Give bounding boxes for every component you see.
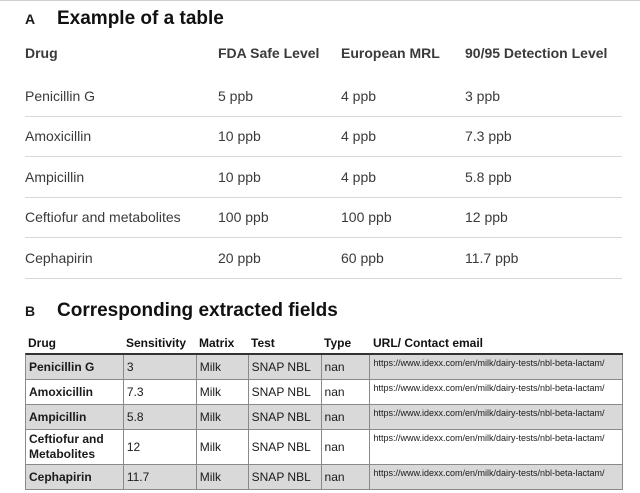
table-cell: 3 xyxy=(124,355,197,379)
url-cell: https://www.idexx.com/en/milk/dairy-test… xyxy=(370,380,623,404)
column-header: Test xyxy=(251,336,275,350)
table-cell: nan xyxy=(322,465,371,489)
extracted-fields-header: Drug Sensitivity Matrix Test Type URL/ C… xyxy=(25,333,623,353)
table-cell: 4 ppb xyxy=(341,128,377,145)
table-row: Penicillin G 3 Milk SNAP NBL nan https:/… xyxy=(25,353,623,380)
table-cell: nan xyxy=(322,380,371,404)
table-cell: SNAP NBL xyxy=(249,430,322,464)
row-divider xyxy=(25,156,622,157)
table-cell: 60 ppb xyxy=(341,249,384,266)
table-cell: Milk xyxy=(197,465,249,489)
row-divider xyxy=(25,196,622,198)
table-cell: 5 ppb xyxy=(218,87,254,104)
table-cell: nan xyxy=(322,405,371,429)
table-cell: 5.8 ppb xyxy=(465,168,512,185)
table-cell: Ampicillin xyxy=(25,168,85,185)
example-table: Drug FDA Safe Level European MRL 90/95 D… xyxy=(25,40,635,279)
url-cell: https://www.idexx.com/en/milk/dairy-test… xyxy=(370,405,623,429)
table-cell: 20 ppb xyxy=(218,249,261,266)
table-cell: 10 ppb xyxy=(218,128,261,145)
table-cell: SNAP NBL xyxy=(249,380,322,404)
section-a-title: Example of a table xyxy=(57,8,224,29)
section-b-letter: B xyxy=(25,303,36,319)
row-divider xyxy=(25,115,622,117)
section-b-title: Corresponding extracted fields xyxy=(57,300,338,321)
example-table-header: Drug FDA Safe Level European MRL 90/95 D… xyxy=(25,40,635,66)
table-cell: 11.7 ppb xyxy=(465,249,519,266)
url-cell: https://www.idexx.com/en/milk/dairy-test… xyxy=(370,355,623,379)
table-cell: Ceftiofur and metabolites xyxy=(25,209,181,226)
table-cell: Amoxicillin xyxy=(26,380,124,404)
table-cell: SNAP NBL xyxy=(249,355,322,379)
column-header: Type xyxy=(324,336,352,350)
top-rule xyxy=(0,0,640,1)
table-cell: nan xyxy=(322,430,371,464)
table-cell: 4 ppb xyxy=(341,168,377,185)
section-a-heading: A Example of a table xyxy=(25,8,224,30)
table-cell: 11.7 xyxy=(124,465,197,489)
url-cell: https://www.idexx.com/en/milk/dairy-test… xyxy=(370,465,623,489)
table-row: Amoxicillin 7.3 Milk SNAP NBL nan https:… xyxy=(25,380,623,405)
extracted-fields-table: Drug Sensitivity Matrix Test Type URL/ C… xyxy=(25,333,623,490)
table-cell: 10 ppb xyxy=(218,168,261,185)
table-row: Ceftiofur and Metabolites 12 Milk SNAP N… xyxy=(25,430,623,465)
column-header: Sensitivity xyxy=(126,336,187,350)
table-cell: 7.3 ppb xyxy=(465,128,512,145)
url-cell: https://www.idexx.com/en/milk/dairy-test… xyxy=(370,430,623,464)
table-row: Ampicillin 5.8 Milk SNAP NBL nan https:/… xyxy=(25,405,623,430)
section-a-letter: A xyxy=(25,11,36,27)
table-cell: 12 xyxy=(124,430,197,464)
table-cell: 100 ppb xyxy=(218,209,269,226)
table-cell: Penicillin G xyxy=(25,87,96,104)
table-cell: SNAP NBL xyxy=(249,465,322,489)
column-header: FDA Safe Level xyxy=(218,45,320,61)
table-cell: SNAP NBL xyxy=(249,405,322,429)
table-cell: Ceftiofur and Metabolites xyxy=(26,430,124,464)
table-cell: 100 ppb xyxy=(341,209,392,226)
table-cell: nan xyxy=(322,355,371,379)
table-row: Cephapirin 11.7 Milk SNAP NBL nan https:… xyxy=(25,465,623,490)
table-row: Amoxicillin 10 ppb 4 ppb 7.3 ppb xyxy=(25,117,635,157)
table-cell: Milk xyxy=(197,405,249,429)
table-cell: Ampicillin xyxy=(26,405,124,429)
table-cell: Cephapirin xyxy=(26,465,124,489)
table-row: Cephapirin 20 ppb 60 ppb 11.7 ppb xyxy=(25,238,635,278)
column-header: URL/ Contact email xyxy=(373,336,484,350)
column-header: 90/95 Detection Level xyxy=(465,45,608,61)
table-cell: 4 ppb xyxy=(341,87,377,104)
row-divider xyxy=(25,237,622,238)
table-cell: Cephapirin xyxy=(25,249,93,266)
table-row: Ampicillin 10 ppb 4 ppb 5.8 ppb xyxy=(25,157,635,197)
column-header: Drug xyxy=(25,45,58,61)
row-divider xyxy=(25,277,622,279)
table-cell: 12 ppb xyxy=(465,209,508,226)
section-b-heading: B Corresponding extracted fields xyxy=(25,300,338,322)
table-row: Penicillin G 5 ppb 4 ppb 3 ppb xyxy=(25,76,635,116)
table-cell: Milk xyxy=(197,380,249,404)
table-cell: Milk xyxy=(197,430,249,464)
column-header: Drug xyxy=(28,336,56,350)
table-cell: 5.8 xyxy=(124,405,197,429)
table-cell: Penicillin G xyxy=(26,355,124,379)
table-cell: Milk xyxy=(197,355,249,379)
table-row: Ceftiofur and metabolites 100 ppb 100 pp… xyxy=(25,198,635,238)
table-cell: 7.3 xyxy=(124,380,197,404)
column-header: Matrix xyxy=(199,336,235,350)
column-header: European MRL xyxy=(341,45,440,61)
table-cell: Amoxicillin xyxy=(25,128,92,145)
table-cell: 3 ppb xyxy=(465,87,501,104)
